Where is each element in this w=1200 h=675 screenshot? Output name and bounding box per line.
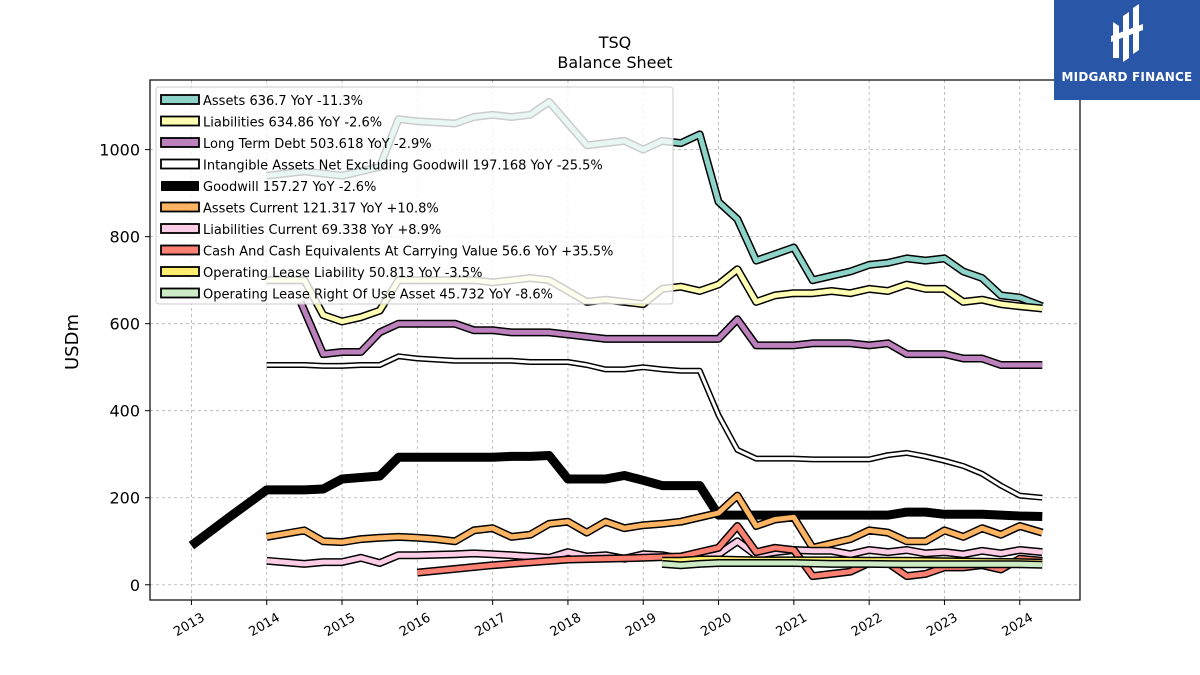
midgard-logo-icon: [1111, 4, 1143, 62]
y-tick-label: 200: [109, 489, 140, 508]
legend-swatch: [160, 115, 200, 127]
series-line: [266, 493, 1044, 551]
legend-swatch: [161, 181, 199, 191]
series-long-term-debt: [296, 300, 1043, 369]
brand-name: MIDGARD FINANCE: [1061, 70, 1193, 84]
series-line: [661, 560, 1043, 568]
legend-swatch: [160, 223, 200, 234]
series-intangible-assets-net-excluding-goodwill: [266, 353, 1043, 501]
legend-swatch: [160, 201, 200, 213]
x-tick-label: 2019: [623, 610, 659, 640]
series-line: [298, 300, 1043, 368]
series-lines: [188, 97, 1044, 581]
x-tick-label: 2017: [472, 610, 508, 640]
legend-entry: Assets Current 121.317 YoY +10.8%: [203, 202, 439, 217]
legend-swatch: [160, 94, 200, 105]
legend-swatch: [160, 266, 200, 277]
legend-entry: Operating Lease Liability 50.813 YoY -3.…: [203, 266, 482, 281]
series-line: [188, 451, 1043, 550]
legend-swatch: [160, 158, 200, 170]
x-tick-label: 2018: [548, 610, 584, 640]
x-tick-label: 2021: [774, 610, 810, 640]
legend-entry: Cash And Cash Equivalents At Carrying Va…: [203, 245, 613, 260]
legend-entry: Liabilities Current 69.338 YoY +8.9%: [203, 223, 441, 238]
x-tick-label: 2024: [1000, 610, 1036, 640]
legend-entry: Assets 636.7 YoY -11.3%: [203, 94, 363, 109]
series-goodwill: [188, 451, 1043, 550]
legend-entry: Liabilities 634.86 YoY -2.6%: [203, 116, 382, 131]
legend-entry: Long Term Debt 503.618 YoY -2.9%: [203, 137, 432, 152]
legend-swatch: [160, 287, 200, 299]
x-tick-label: 2020: [698, 610, 734, 640]
y-tick-label: 800: [109, 228, 140, 247]
series-line: [266, 354, 1043, 500]
legend-box: [155, 86, 674, 305]
y-tick-label: 400: [109, 402, 140, 421]
chart-subtitle: Balance Sheet: [557, 53, 672, 72]
y-tick-label: 600: [109, 315, 140, 334]
plot-frame: [149, 79, 1081, 601]
chart-title: TSQ: [598, 33, 632, 52]
x-tick-label: 2013: [171, 610, 207, 640]
brand-badge: MIDGARD FINANCE: [1054, 0, 1200, 100]
x-tick-label: 2016: [397, 610, 433, 640]
x-tick-label: 2022: [849, 610, 885, 640]
legend-entry: Operating Lease Right Of Use Asset 45.73…: [203, 288, 553, 303]
y-axis-label: USDm: [62, 314, 83, 370]
x-tick-label: 2014: [247, 610, 283, 640]
legend-entry: Intangible Assets Net Excluding Goodwill…: [203, 159, 603, 174]
legend: Assets 636.7 YoY -11.3% Liabilities 634.8…: [155, 86, 674, 305]
legend-swatch: [160, 137, 200, 148]
series-operating-lease-right-of-use-asset: [661, 559, 1043, 570]
series-assets-current: [266, 491, 1044, 552]
x-tick-label: 2023: [924, 610, 960, 640]
y-tick-label: 0: [130, 576, 140, 595]
x-tick-label: 2015: [322, 610, 358, 640]
y-tick-label: 1000: [99, 141, 140, 160]
legend-swatch: [160, 244, 200, 256]
legend-entry: Goodwill 157.27 YoY -2.6%: [203, 180, 376, 195]
